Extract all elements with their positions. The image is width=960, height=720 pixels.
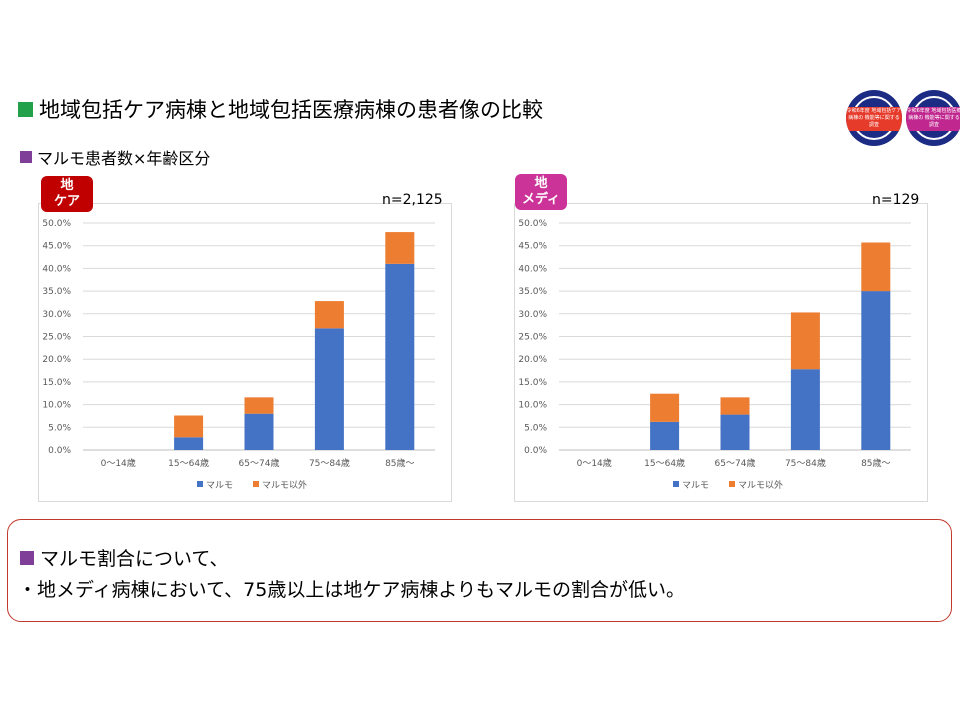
y-tick-label: 15.0%: [518, 378, 547, 388]
bar-marumo-other: [314, 301, 344, 329]
y-tick-label: 10.0%: [42, 401, 71, 411]
summary-note: マルモ割合について、 ・地メディ病棟において、75歳以上は地ケア病棟よりもマルモ…: [7, 519, 952, 622]
care-chart-panel: 0.0% 5.0% 10.0% 15.0% 20.0% 25.0% 30.0% 35.0% 40…: [38, 203, 452, 502]
medi-badge: 地 メディ: [515, 174, 567, 210]
medi-badge-line2: メディ: [521, 192, 561, 207]
legend-label: マルモ以外: [738, 479, 783, 491]
medi-n-label: n=129: [872, 192, 920, 208]
medi-chart-panel: 0.0% 5.0% 10.0% 15.0% 20.0% 25.0% 30.0% 35.0% 40…: [514, 203, 928, 502]
bar-marumo-other: [790, 312, 820, 370]
x-tick-label: 65～74歳: [239, 457, 280, 469]
note-body: ・地メディ病棟において、75歳以上は地ケア病棟よりもマルモの割合が低い。: [18, 579, 685, 601]
bar-marumo: [790, 369, 820, 450]
care-badge-line1: 地: [60, 178, 74, 193]
legend-label: マルモ: [206, 481, 233, 491]
bar-marumo-other: [244, 397, 274, 414]
purple-square-icon: [20, 151, 32, 163]
survey-logos: 令和6年度 地域包括ケア病棟の 機能等に関する調査 令和6年度 地域包括医療病棟…: [846, 90, 960, 146]
bar-marumo-other: [385, 232, 415, 264]
y-tick-label: 50.0%: [42, 219, 71, 229]
subheading-text: マルモ患者数×年齢区分: [37, 149, 211, 168]
bar-marumo-other: [861, 242, 891, 292]
care-badge-line2: ケア: [53, 194, 80, 209]
care-n-label: n=2,125: [382, 192, 443, 208]
y-tick-label: 5.0%: [524, 423, 547, 433]
y-tick-label: 15.0%: [42, 378, 71, 388]
y-tick-label: 0.0%: [48, 446, 71, 456]
medi-badge-line1: 地: [534, 176, 548, 191]
x-tick-label: 85歳～: [385, 457, 414, 469]
section-subheading: マルモ患者数×年齢区分: [20, 145, 210, 169]
y-tick-label: 20.0%: [518, 355, 547, 365]
green-square-icon: [18, 101, 33, 117]
bar-marumo-other: [720, 397, 750, 415]
medi-survey-logo: 令和6年度 地域包括医療病棟の 機能等に関する調査: [906, 90, 960, 146]
bar-marumo-other: [650, 393, 680, 422]
legend-swatch: [729, 481, 735, 487]
legend-swatch: [673, 481, 679, 487]
x-tick-label: 15～64歳: [644, 457, 685, 469]
y-tick-label: 50.0%: [518, 219, 547, 229]
y-tick-label: 45.0%: [42, 242, 71, 252]
care-survey-logo-text: 令和6年度 地域包括ケア病棟の 機能等に関する調査: [846, 107, 902, 131]
page-title: 地域包括ケア病棟と地域包括医療病棟の患者像の比較: [39, 98, 543, 122]
medi-survey-logo-text: 令和6年度 地域包括医療病棟の 機能等に関する調査: [906, 107, 960, 131]
purple-square-icon: [20, 550, 34, 565]
y-tick-label: 35.0%: [42, 287, 71, 297]
bar-marumo: [314, 328, 344, 450]
y-tick-label: 25.0%: [518, 333, 547, 343]
bar-marumo: [861, 291, 891, 450]
x-tick-label: 0～14歳: [101, 457, 136, 469]
x-tick-label: 75～84歳: [785, 457, 826, 469]
y-tick-label: 25.0%: [42, 333, 71, 343]
bar-marumo: [244, 413, 274, 450]
note-heading: マルモ割合について、: [20, 544, 228, 571]
y-tick-label: 10.0%: [518, 401, 547, 411]
bar-marumo-other: [174, 415, 204, 438]
care-badge: 地 ケア: [41, 176, 93, 212]
medi-chart: 0.0% 5.0% 10.0% 15.0% 20.0% 25.0% 30.0% 35.0% 40…: [518, 219, 911, 491]
legend-swatch: [197, 481, 203, 487]
x-tick-label: 15～64歳: [168, 457, 209, 469]
x-tick-label: 75～84歳: [309, 457, 350, 469]
y-tick-label: 20.0%: [42, 355, 71, 365]
y-tick-label: 0.0%: [524, 446, 547, 456]
care-chart: 0.0% 5.0% 10.0% 15.0% 20.0% 25.0% 30.0% 35.0% 40…: [42, 219, 435, 491]
x-tick-label: 85歳～: [861, 457, 890, 469]
note-title: マルモ割合について、: [40, 548, 229, 570]
y-tick-label: 5.0%: [48, 423, 71, 433]
x-tick-label: 65～74歳: [715, 457, 756, 469]
legend-label: マルモ: [682, 481, 709, 491]
bar-marumo: [385, 263, 415, 450]
y-tick-label: 40.0%: [42, 264, 71, 274]
page-heading: 地域包括ケア病棟と地域包括医療病棟の患者像の比較: [18, 94, 543, 124]
y-tick-label: 40.0%: [518, 264, 547, 274]
y-tick-label: 30.0%: [518, 310, 547, 320]
bar-marumo: [650, 421, 680, 450]
legend-label: マルモ以外: [262, 479, 307, 491]
y-tick-label: 35.0%: [518, 287, 547, 297]
legend-swatch: [253, 481, 259, 487]
bar-marumo: [174, 437, 204, 450]
care-survey-logo: 令和6年度 地域包括ケア病棟の 機能等に関する調査: [846, 90, 902, 146]
bar-marumo: [720, 414, 750, 450]
y-tick-label: 45.0%: [518, 242, 547, 252]
y-tick-label: 30.0%: [42, 310, 71, 320]
x-tick-label: 0～14歳: [577, 457, 612, 469]
